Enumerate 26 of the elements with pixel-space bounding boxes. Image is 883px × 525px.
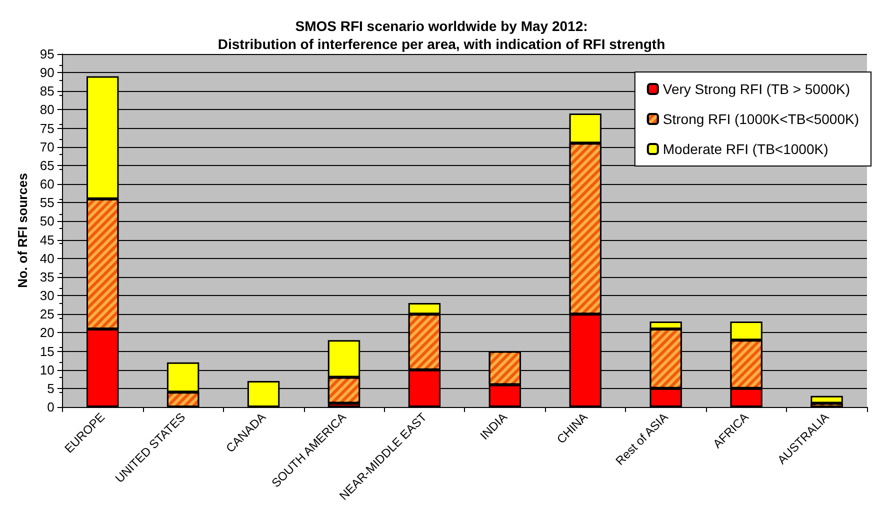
y-tick-label: 0 — [47, 400, 54, 414]
chart-title: SMOS RFI scenario worldwide by May 2012: Distribution of interference per area, with indication of RFI strength — [218, 18, 666, 52]
legend-label: Strong RFI (1000K<TB<5000K) — [662, 111, 859, 127]
y-tick-label: 70 — [40, 139, 54, 154]
y-tick-label: 10 — [40, 362, 54, 378]
y-tick-label: 5 — [47, 380, 54, 396]
y-tick-label: 85 — [40, 84, 54, 99]
legend-label: Very Strong RFI (TB > 5000K) — [662, 81, 850, 97]
y-tick-label: 65 — [40, 158, 54, 173]
y-tick-label: 25 — [40, 306, 54, 322]
y-tick-label: 95 — [40, 46, 54, 62]
y-tick-label: 45 — [40, 232, 54, 248]
y-tick-label: 35 — [40, 269, 54, 284]
y-tick-label: 55 — [40, 195, 54, 210]
y-tick-label: 90 — [40, 65, 54, 80]
y-axis-title: No. of RFI sources — [15, 173, 30, 288]
legend-label: Moderate RFI (TB<1000K) — [662, 141, 828, 157]
y-tick-label: 80 — [40, 102, 54, 118]
y-tick-label: 20 — [40, 325, 54, 340]
y-tick-label: 30 — [40, 288, 54, 304]
y-tick-label: 40 — [40, 250, 54, 266]
y-tick-label: 50 — [40, 214, 54, 229]
y-tick-label: 75 — [40, 120, 54, 136]
y-tick-label: 15 — [40, 344, 54, 359]
bar — [810, 396, 843, 404]
y-tick-label: 60 — [40, 176, 54, 192]
